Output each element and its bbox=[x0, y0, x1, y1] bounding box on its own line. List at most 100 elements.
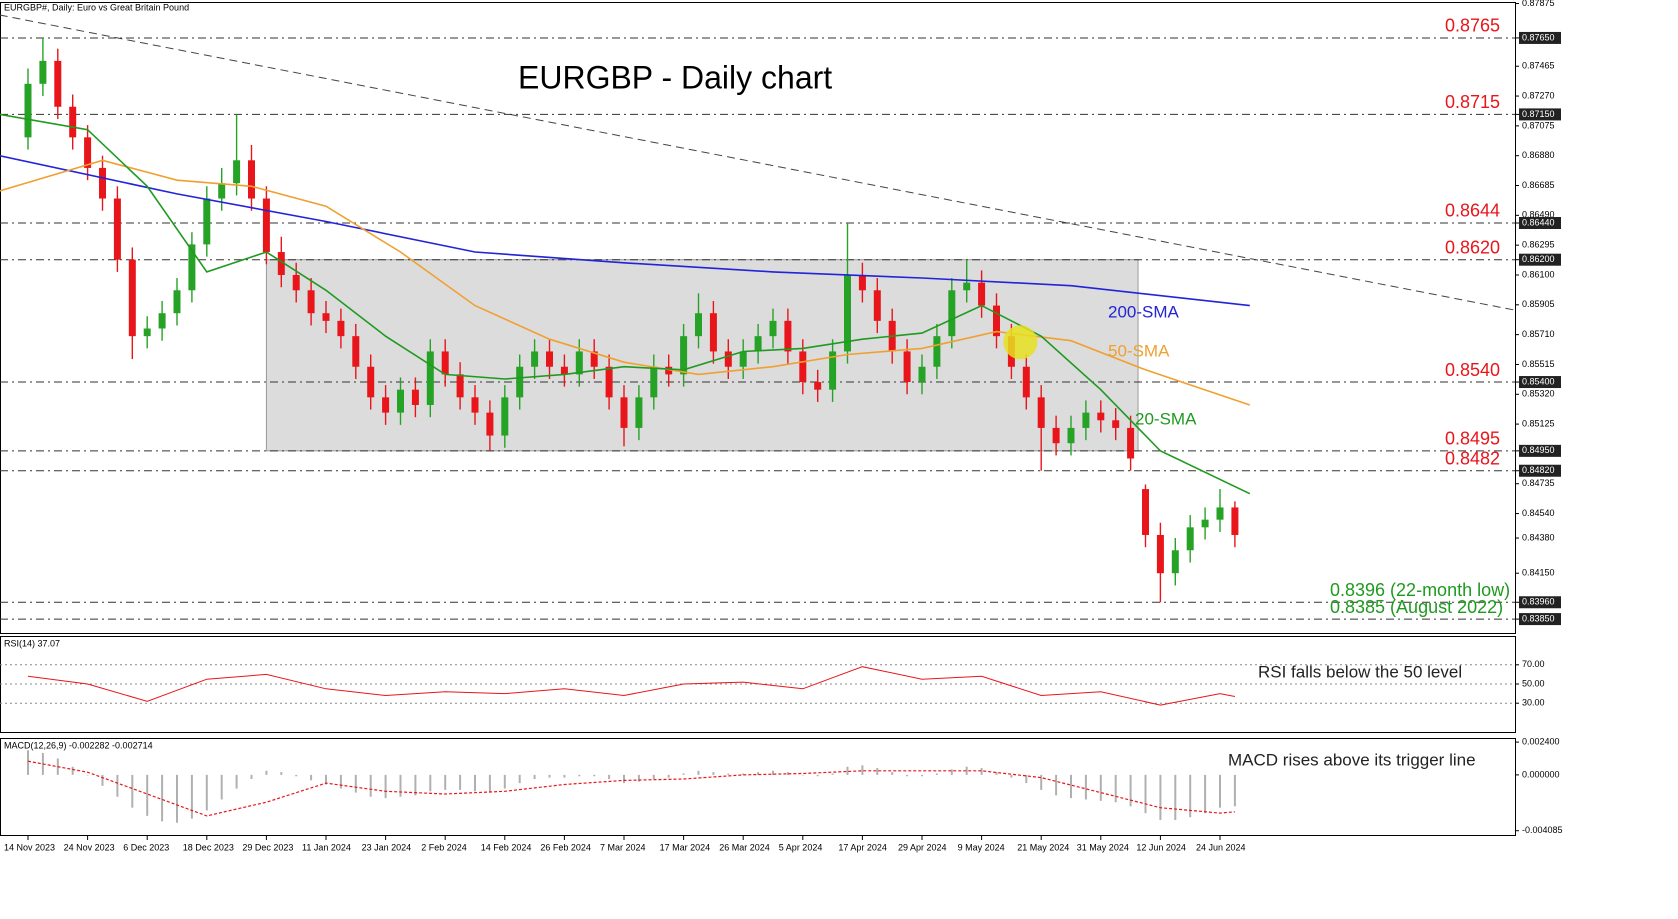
x-tick-label: 17 Apr 2024 bbox=[838, 842, 887, 852]
macd-bar bbox=[339, 774, 342, 789]
y-tick-label: 0.86440 bbox=[1522, 217, 1555, 227]
annotation: RSI falls below the 50 level bbox=[1258, 662, 1462, 681]
x-tick-label: 7 Mar 2024 bbox=[600, 842, 646, 852]
x-tick-label: 14 Feb 2024 bbox=[481, 842, 532, 852]
level-label: 0.8644 bbox=[1445, 201, 1500, 221]
macd-bar bbox=[295, 774, 298, 777]
x-tick-label: 21 May 2024 bbox=[1017, 842, 1069, 852]
macd-bar bbox=[816, 774, 819, 777]
candle-body bbox=[233, 160, 241, 184]
macd-bar bbox=[369, 774, 372, 797]
macd-bar bbox=[935, 773, 938, 775]
candle-body bbox=[1127, 427, 1135, 459]
macd-bar bbox=[503, 774, 506, 789]
candle-body bbox=[1186, 527, 1194, 551]
y-tick-label: 0.86200 bbox=[1522, 254, 1555, 264]
x-tick-label: 24 Nov 2023 bbox=[64, 842, 115, 852]
candle-body bbox=[173, 290, 181, 314]
macd-bar bbox=[682, 773, 685, 775]
macd-bar bbox=[1114, 774, 1117, 803]
x-tick-label: 17 Mar 2024 bbox=[660, 842, 711, 852]
y-tick-label: 0.85400 bbox=[1522, 376, 1555, 386]
highlight-circle bbox=[1003, 325, 1038, 360]
macd-bar bbox=[518, 774, 521, 784]
candle-body bbox=[858, 274, 866, 291]
x-tick-label: 11 Jan 2024 bbox=[302, 842, 351, 852]
macd-bar bbox=[801, 774, 804, 776]
candle-body bbox=[113, 198, 121, 260]
y-tick-box bbox=[1519, 596, 1561, 609]
candle-body bbox=[84, 137, 92, 168]
candle-body bbox=[411, 389, 419, 405]
rsi-line bbox=[27, 666, 1235, 706]
candle-body bbox=[1022, 366, 1030, 398]
candle-body bbox=[814, 382, 822, 390]
candle-body bbox=[844, 274, 851, 352]
macd-bar bbox=[161, 774, 164, 822]
candle-body bbox=[158, 313, 166, 329]
macd-bar bbox=[667, 774, 670, 778]
macd-bar bbox=[623, 774, 625, 784]
macd-bar bbox=[1174, 774, 1177, 820]
candle-body bbox=[918, 366, 926, 383]
macd-bar bbox=[921, 774, 923, 777]
macd-bar bbox=[101, 774, 104, 786]
x-tick-label: 24 Jun 2024 bbox=[1196, 842, 1246, 852]
x-tick-label: 5 Apr 2024 bbox=[779, 842, 823, 852]
candle-body bbox=[754, 336, 762, 352]
candle-body bbox=[188, 244, 196, 291]
macd-bar bbox=[1144, 774, 1147, 814]
y-tick-box bbox=[1519, 464, 1561, 477]
candle-body bbox=[516, 366, 524, 398]
candle-body bbox=[933, 336, 941, 367]
macd-bar bbox=[980, 768, 983, 775]
candle-body bbox=[873, 290, 881, 321]
y-tick-label: 0.84820 bbox=[1522, 465, 1555, 475]
panel-title: RSI(14) 37.07 bbox=[4, 638, 60, 648]
macd-bar bbox=[220, 774, 223, 800]
macd-bar bbox=[176, 774, 178, 823]
macd-bar bbox=[325, 774, 327, 785]
y-tick-box bbox=[1519, 31, 1561, 44]
candle-body bbox=[1201, 519, 1209, 528]
y-tick-label: 0.85320 bbox=[1522, 389, 1555, 399]
candle-body bbox=[54, 60, 62, 107]
macd-bar bbox=[876, 768, 879, 775]
candle-body bbox=[248, 160, 255, 199]
macd-bar bbox=[563, 774, 566, 778]
macd-bar bbox=[1055, 774, 1058, 796]
macd-bar bbox=[146, 774, 149, 816]
candle-body bbox=[292, 274, 300, 291]
y-tick-label: 0.87465 bbox=[1522, 61, 1555, 71]
y-tick-label: 0.84380 bbox=[1522, 532, 1555, 542]
macd-bar bbox=[757, 772, 760, 775]
macd-bar bbox=[578, 774, 581, 777]
candle-body bbox=[1216, 507, 1224, 520]
macd-bar bbox=[995, 772, 998, 775]
y-tick-label: 0.87650 bbox=[1522, 32, 1555, 42]
candle-body bbox=[352, 336, 360, 367]
trendline bbox=[0, 14, 1516, 311]
candle-body bbox=[620, 397, 628, 428]
y-tick-box bbox=[1519, 444, 1561, 457]
candle-body bbox=[143, 328, 151, 337]
candle-body bbox=[1156, 534, 1164, 574]
macd-bar bbox=[280, 772, 283, 775]
macd-bar bbox=[444, 774, 447, 790]
sma-label: 50-SMA bbox=[1108, 341, 1170, 360]
level-label: 0.8482 bbox=[1445, 448, 1500, 468]
macd-bar bbox=[116, 774, 119, 797]
candle-body bbox=[218, 183, 226, 199]
candle-body bbox=[724, 351, 732, 367]
macd-bar bbox=[608, 774, 611, 779]
macd-bar bbox=[27, 750, 29, 775]
macd-bar bbox=[474, 774, 476, 792]
y-tick-box bbox=[1519, 376, 1561, 389]
panel-title: MACD(12,26,9) -0.002282 -0.002714 bbox=[4, 740, 153, 750]
macd-bar bbox=[786, 772, 789, 775]
y-tick-label: 0.000000 bbox=[1522, 769, 1560, 779]
candle-body bbox=[128, 259, 136, 337]
macd-bar bbox=[459, 774, 462, 790]
y-tick-box bbox=[1519, 253, 1561, 266]
